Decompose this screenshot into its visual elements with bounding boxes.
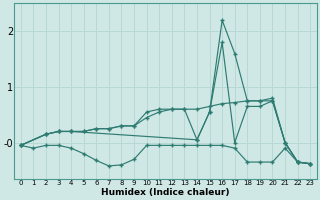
X-axis label: Humidex (Indice chaleur): Humidex (Indice chaleur) bbox=[101, 188, 230, 197]
